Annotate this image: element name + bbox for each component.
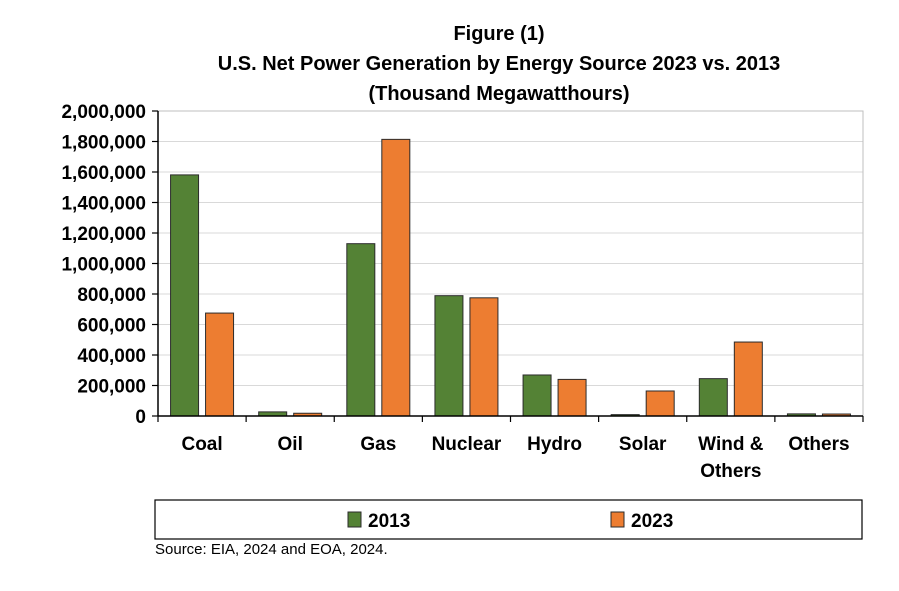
title-line-0: Figure (1): [453, 23, 544, 45]
y-tick-label-2: 400,000: [77, 346, 146, 367]
y-tick-label-5: 1,000,000: [61, 255, 146, 276]
bar-2023-4: [557, 378, 587, 417]
y-axis-ticks: 0 200,000 400,000 600,000 800,000 1,000,000 1,…: [61, 102, 158, 428]
bar-2023-3: [469, 297, 499, 417]
y-tick-label-8: 1,600,000: [61, 163, 146, 184]
legend-swatch-2013: [347, 511, 362, 528]
bars: [170, 138, 851, 417]
x-tick-label-line-4-0: Hydro: [527, 434, 582, 455]
x-tick-label-line-1-0: Oil: [278, 434, 303, 455]
bar-2013-2: [346, 243, 376, 417]
x-tick-label-0: Coal: [181, 434, 222, 455]
x-tick-label-2: Gas: [360, 434, 396, 455]
x-axis-ticks: Coal Oil Gas Nuclear Hydro Solar Wind & Others O…: [157, 416, 864, 482]
y-tick-label-10: 2,000,000: [61, 102, 146, 123]
chart-title: Figure (1) U.S. Net Power Generation by E…: [218, 23, 780, 105]
bar-2013-0: [170, 174, 200, 417]
source-note: Source: EIA, 2024 and EOA, 2024.: [155, 541, 388, 558]
x-tick-label-line-2-0: Gas: [360, 434, 396, 455]
x-tick-label-1: Oil: [278, 434, 303, 455]
bar-2013-4: [522, 374, 552, 417]
bar-2013-6: [698, 378, 728, 417]
x-tick-label-5: Solar: [619, 434, 667, 455]
x-tick-label-6: Wind & Others: [698, 434, 764, 482]
x-tick-label-line-7-0: Others: [788, 434, 849, 455]
bar-2013-3: [434, 295, 464, 417]
y-tick-label-7: 1,400,000: [61, 194, 146, 215]
y-tick-label-4: 800,000: [77, 285, 146, 306]
bar-2023-2: [381, 138, 411, 417]
bar-2023-5: [645, 390, 675, 417]
x-tick-label-line-5-0: Solar: [619, 434, 667, 455]
bar-2023-0: [205, 312, 235, 417]
x-tick-label-line-0-0: Coal: [181, 434, 222, 455]
y-tick-label-9: 1,800,000: [61, 133, 146, 154]
y-tick-label-1: 200,000: [77, 377, 146, 398]
y-tick-label-3: 600,000: [77, 316, 146, 337]
x-tick-label-line-3-0: Nuclear: [432, 434, 502, 455]
y-tick-label-6: 1,200,000: [61, 224, 146, 245]
title-line-2: (Thousand Megawatthours): [368, 83, 629, 105]
legend: 2013 2023: [154, 499, 863, 540]
x-tick-label-3: Nuclear: [432, 434, 502, 455]
legend-swatch-2023: [610, 511, 625, 528]
y-tick-label-0: 0: [135, 407, 146, 428]
legend-label-2023: 2023: [631, 511, 673, 532]
x-tick-label-line-6-1: Others: [700, 461, 761, 482]
x-tick-label-line-6-0: Wind &: [698, 434, 764, 455]
title-line-1: U.S. Net Power Generation by Energy Sour…: [218, 53, 780, 75]
legend-box: [154, 499, 863, 540]
legend-label-2013: 2013: [368, 511, 410, 532]
bar-2023-6: [733, 341, 763, 417]
x-tick-label-4: Hydro: [527, 434, 582, 455]
x-tick-label-7: Others: [788, 434, 849, 455]
